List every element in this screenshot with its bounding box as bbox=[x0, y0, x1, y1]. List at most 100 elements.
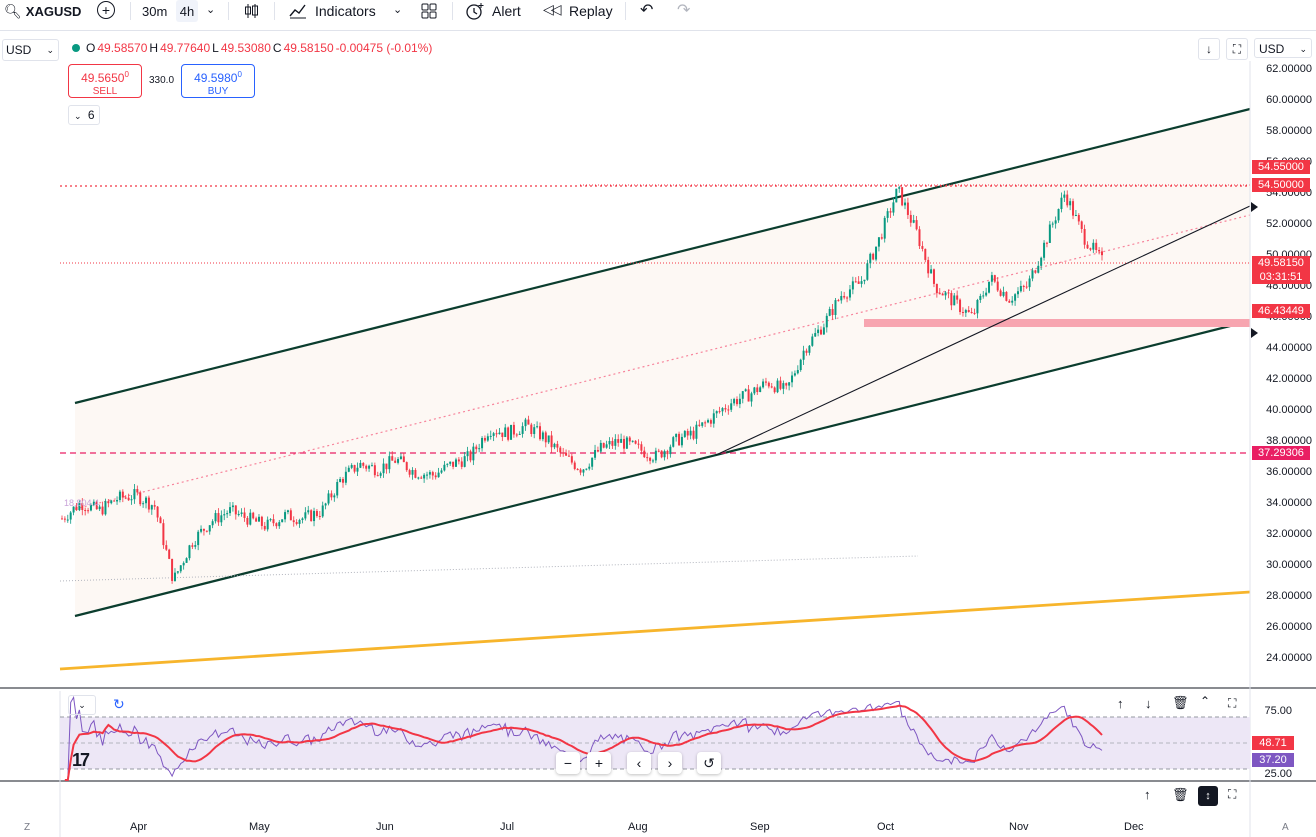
candle-body bbox=[188, 545, 191, 559]
candle-body bbox=[507, 427, 510, 440]
price-tick-label: 44.00000 bbox=[1266, 342, 1312, 354]
price-tick-label: 34.00000 bbox=[1266, 497, 1312, 509]
candle-body bbox=[313, 510, 316, 522]
candle-body bbox=[625, 437, 628, 449]
chevron-down-icon[interactable]: ⌄ bbox=[68, 695, 96, 715]
candle-body bbox=[1054, 220, 1057, 224]
candle-body bbox=[272, 519, 275, 524]
month-label: Dec bbox=[1124, 821, 1144, 833]
z-icon[interactable]: Z bbox=[24, 822, 31, 833]
maximize-icon[interactable]: ⛶ bbox=[1228, 696, 1237, 710]
candle-body bbox=[704, 422, 707, 424]
tag-level-low: 37.29306 bbox=[1252, 446, 1310, 460]
candle-body bbox=[541, 432, 544, 440]
auto-scale-icon[interactable]: A bbox=[1282, 822, 1289, 833]
candle-body bbox=[950, 293, 953, 306]
candle-body bbox=[469, 451, 472, 461]
candle-body bbox=[347, 467, 350, 472]
alert-button[interactable]: Alert bbox=[492, 3, 521, 19]
scroll-right-button[interactable]: › bbox=[658, 752, 682, 774]
reset-chart-button[interactable]: ↺ bbox=[697, 752, 721, 774]
alert-clock-icon[interactable] bbox=[464, 1, 486, 21]
candle-body bbox=[1092, 242, 1095, 250]
chevron-down-icon[interactable]: ⌄ bbox=[393, 4, 403, 16]
candle-body bbox=[808, 345, 811, 353]
candle-body bbox=[996, 281, 999, 291]
currency-select[interactable]: USD ⌄ bbox=[2, 39, 59, 61]
faint-dotted-line bbox=[59, 555, 919, 582]
symbol-search[interactable]: 🔍︎ XAGUSD bbox=[4, 0, 81, 22]
sell-button[interactable]: 49.56500 SELL bbox=[68, 64, 142, 98]
candle-body bbox=[924, 248, 927, 260]
fullscreen-icon[interactable]: ⛶ bbox=[1226, 38, 1248, 60]
candle-body bbox=[985, 292, 988, 296]
status-dot bbox=[72, 44, 80, 52]
candle-body bbox=[904, 202, 907, 206]
interval-4h[interactable]: 4h bbox=[176, 0, 198, 22]
candle-body bbox=[698, 424, 701, 426]
candle-body bbox=[932, 269, 935, 284]
candle-body bbox=[918, 229, 921, 247]
candle-body bbox=[237, 513, 240, 515]
indicators-toggle[interactable]: ⌄ 6 bbox=[68, 105, 100, 125]
candle-body bbox=[623, 438, 626, 449]
candle-body bbox=[1031, 270, 1034, 279]
candle-body bbox=[443, 464, 446, 471]
replay-button[interactable]: Replay bbox=[569, 3, 613, 19]
candle-body bbox=[562, 452, 565, 454]
candle-body bbox=[159, 517, 162, 524]
candle-body bbox=[336, 481, 339, 496]
zoom-in-button[interactable]: + bbox=[587, 752, 611, 774]
redo-icon[interactable]: ↷ bbox=[677, 2, 691, 19]
refresh-icon[interactable]: ↻ bbox=[113, 696, 125, 712]
candle-body bbox=[318, 515, 321, 517]
candle-body bbox=[191, 545, 194, 547]
candle-body bbox=[501, 432, 504, 438]
trash-icon[interactable]: 🗑︎ bbox=[1172, 695, 1189, 710]
candle-body bbox=[927, 259, 930, 274]
undo-icon[interactable]: ↶ bbox=[640, 2, 654, 19]
candle-style-icon[interactable] bbox=[242, 2, 260, 20]
compare-plus-icon[interactable]: + bbox=[97, 1, 115, 19]
candle-body bbox=[889, 211, 892, 213]
arrow-down-icon[interactable]: ↓ bbox=[1145, 696, 1152, 711]
expand-icon[interactable]: ↕ bbox=[1198, 786, 1218, 806]
maximize-icon[interactable]: ⛶ bbox=[1228, 787, 1237, 801]
chevron-down-icon: ⌄ bbox=[74, 111, 82, 121]
chevron-down-icon[interactable]: ⌄ bbox=[206, 4, 216, 16]
arrow-up-icon[interactable]: ↑ bbox=[1144, 787, 1151, 802]
price-tick-label: 42.00000 bbox=[1266, 373, 1312, 385]
tag-resistance-2: 54.50000 bbox=[1252, 178, 1310, 192]
tag-support: 46.43449 bbox=[1252, 304, 1310, 318]
replay-rewind-icon[interactable]: ◁◁ bbox=[543, 1, 561, 17]
trash-icon[interactable]: 🗑︎ bbox=[1172, 787, 1189, 802]
tag-countdown: 03:31:51 bbox=[1252, 270, 1310, 284]
layout-grid-icon[interactable] bbox=[420, 2, 438, 20]
candle-body bbox=[95, 501, 98, 510]
candle-body bbox=[1005, 291, 1008, 301]
indicators-icon[interactable] bbox=[288, 2, 308, 20]
candle-body bbox=[162, 523, 165, 546]
candle-body bbox=[747, 389, 750, 402]
candle-body bbox=[342, 478, 345, 483]
indicators-button[interactable]: Indicators bbox=[315, 3, 376, 19]
candle-body bbox=[967, 310, 970, 313]
collapse-icon[interactable]: ⌃ bbox=[1200, 694, 1211, 708]
price-tick-label: 60.00000 bbox=[1266, 94, 1312, 106]
scroll-left-button[interactable]: ‹ bbox=[627, 752, 651, 774]
arrow-down-icon[interactable]: ↓ bbox=[1198, 38, 1220, 60]
arrow-up-icon[interactable]: ↑ bbox=[1117, 696, 1124, 711]
candle-body bbox=[246, 517, 249, 525]
candle-body bbox=[869, 253, 872, 264]
arrow-marker bbox=[1251, 202, 1258, 212]
axis-currency-select[interactable]: USD ⌄ bbox=[1254, 38, 1312, 58]
interval-30m[interactable]: 30m bbox=[142, 3, 168, 19]
buy-button[interactable]: 49.59800 BUY bbox=[181, 64, 255, 98]
low-label: L bbox=[212, 41, 219, 55]
candle-body bbox=[657, 450, 660, 452]
candle-body bbox=[533, 427, 536, 435]
candle-body bbox=[689, 430, 692, 436]
open-label: O bbox=[86, 41, 96, 55]
zoom-out-button[interactable]: − bbox=[556, 752, 580, 774]
price-chart[interactable] bbox=[0, 31, 1316, 837]
